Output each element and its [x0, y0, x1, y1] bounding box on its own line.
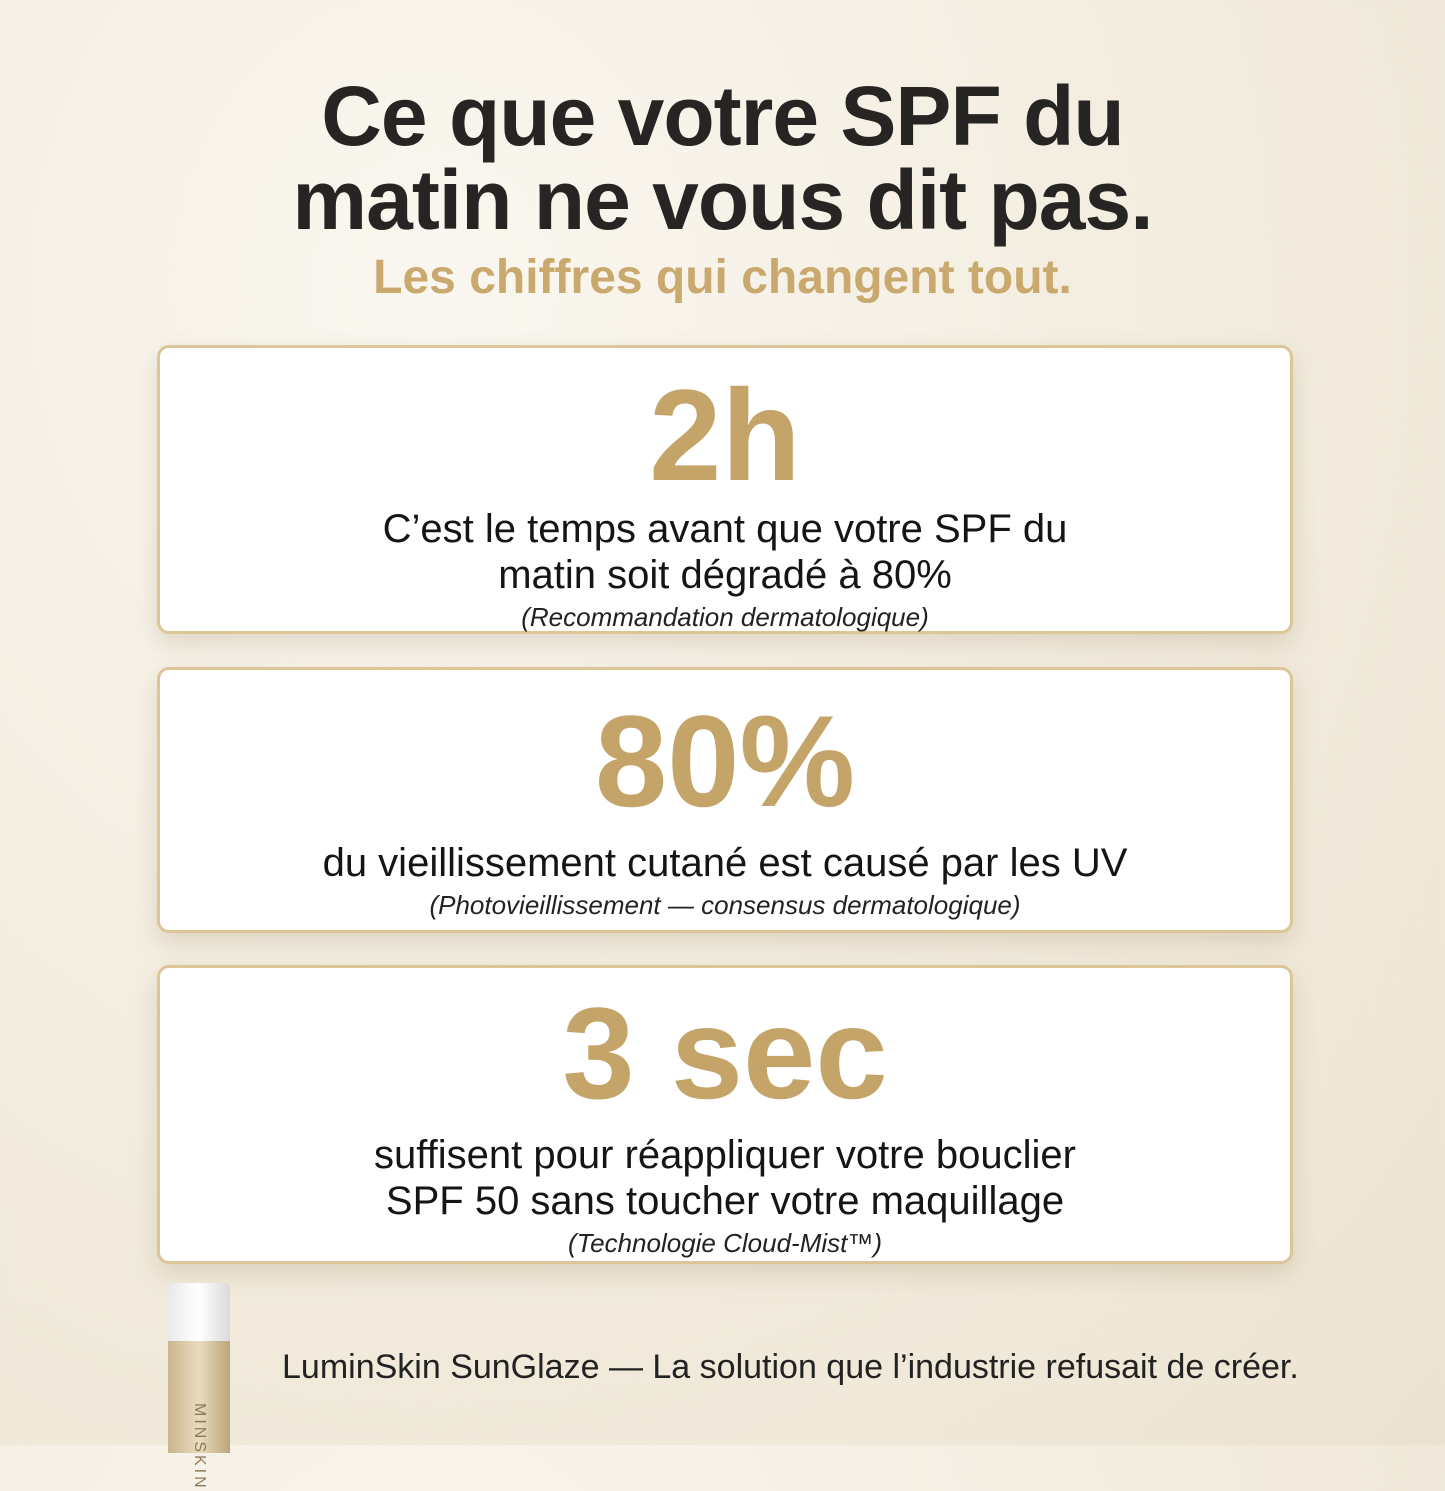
- bottle-cap: [168, 1283, 230, 1341]
- card-note: (Technologie Cloud-Mist™): [567, 1228, 883, 1258]
- bottle-label: MINSKIN: [191, 1403, 208, 1491]
- card-text: C’est le temps avant que votre SPF du: [382, 507, 1068, 551]
- stat-value: 80%: [594, 688, 856, 834]
- title-line: matin ne vous dit pas.: [292, 153, 1153, 247]
- card-text: matin soit dégradé à 80%: [498, 553, 952, 597]
- stat-value: 2h: [649, 362, 801, 508]
- card-note: (Recommandation dermatologique): [521, 602, 929, 632]
- tagline: LuminSkin SunGlaze — La solution que l’i…: [282, 1348, 1299, 1386]
- stat-card: 2h C’est le temps avant que votre SPF du…: [157, 345, 1293, 634]
- title-line: Ce que votre SPF du: [321, 69, 1124, 163]
- card-text: du vieillissement cutané est causé par l…: [322, 841, 1128, 885]
- card-note: (Photovieillissement — consensus dermato…: [429, 890, 1021, 920]
- stat-card: 3 sec suffisent pour réappliquer votre b…: [157, 965, 1293, 1264]
- stat-card: 80% du vieillissement cutané est causé p…: [157, 667, 1293, 933]
- card-text: suffisent pour réappliquer votre bouclie…: [374, 1133, 1076, 1177]
- stat-value: 3 sec: [562, 980, 888, 1126]
- subtitle: Les chiffres qui changent tout.: [373, 251, 1072, 304]
- product-bottle: MINSKIN: [168, 1283, 230, 1491]
- card-text: SPF 50 sans toucher votre maquillage: [385, 1179, 1065, 1223]
